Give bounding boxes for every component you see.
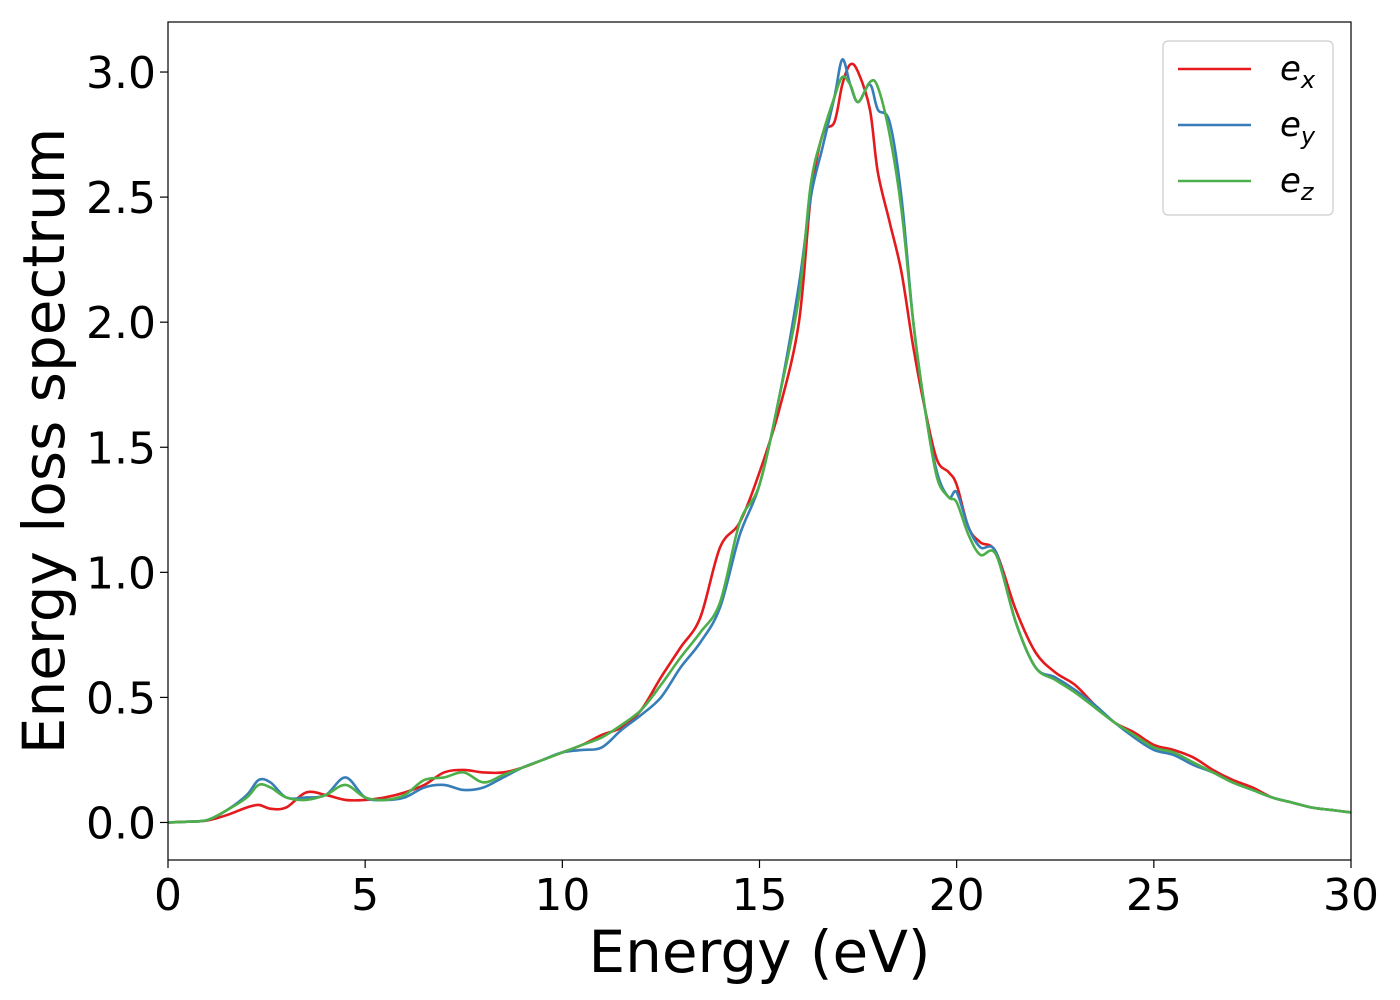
y-tick-label: 0.0 xyxy=(86,798,156,849)
y-axis-ticks: 0.0 0.5 1.0 1.5 2.0 2.5 3.0 xyxy=(86,48,168,849)
x-tick-label: 30 xyxy=(1323,870,1379,921)
x-tick-label: 20 xyxy=(929,870,985,921)
y-tick-label: 1.0 xyxy=(86,548,156,599)
y-axis-label: Energy loss spectrum xyxy=(10,128,78,754)
x-axis-label: Energy (eV) xyxy=(588,918,930,986)
x-tick-label: 0 xyxy=(154,870,182,921)
y-tick-label: 2.5 xyxy=(86,173,156,224)
x-tick-label: 5 xyxy=(351,870,379,921)
legend-label-z: ez xyxy=(1280,161,1315,206)
legend: ex ey ez xyxy=(1162,40,1334,216)
y-tick-label: 1.5 xyxy=(86,423,156,474)
x-tick-label: 15 xyxy=(732,870,788,921)
x-axis-ticks: 0 5 10 15 20 25 30 xyxy=(154,860,1379,921)
legend-label-y: ey xyxy=(1280,105,1316,150)
legend-box xyxy=(1162,40,1334,216)
series-line-z xyxy=(168,75,1351,824)
x-tick-label: 25 xyxy=(1126,870,1182,921)
legend-label-x: ex xyxy=(1280,49,1316,94)
x-tick-label: 10 xyxy=(534,870,590,921)
y-tick-label: 2.0 xyxy=(86,298,156,349)
y-tick-label: 0.5 xyxy=(86,673,156,724)
plot-lines xyxy=(168,58,1351,824)
y-tick-label: 3.0 xyxy=(86,48,156,99)
